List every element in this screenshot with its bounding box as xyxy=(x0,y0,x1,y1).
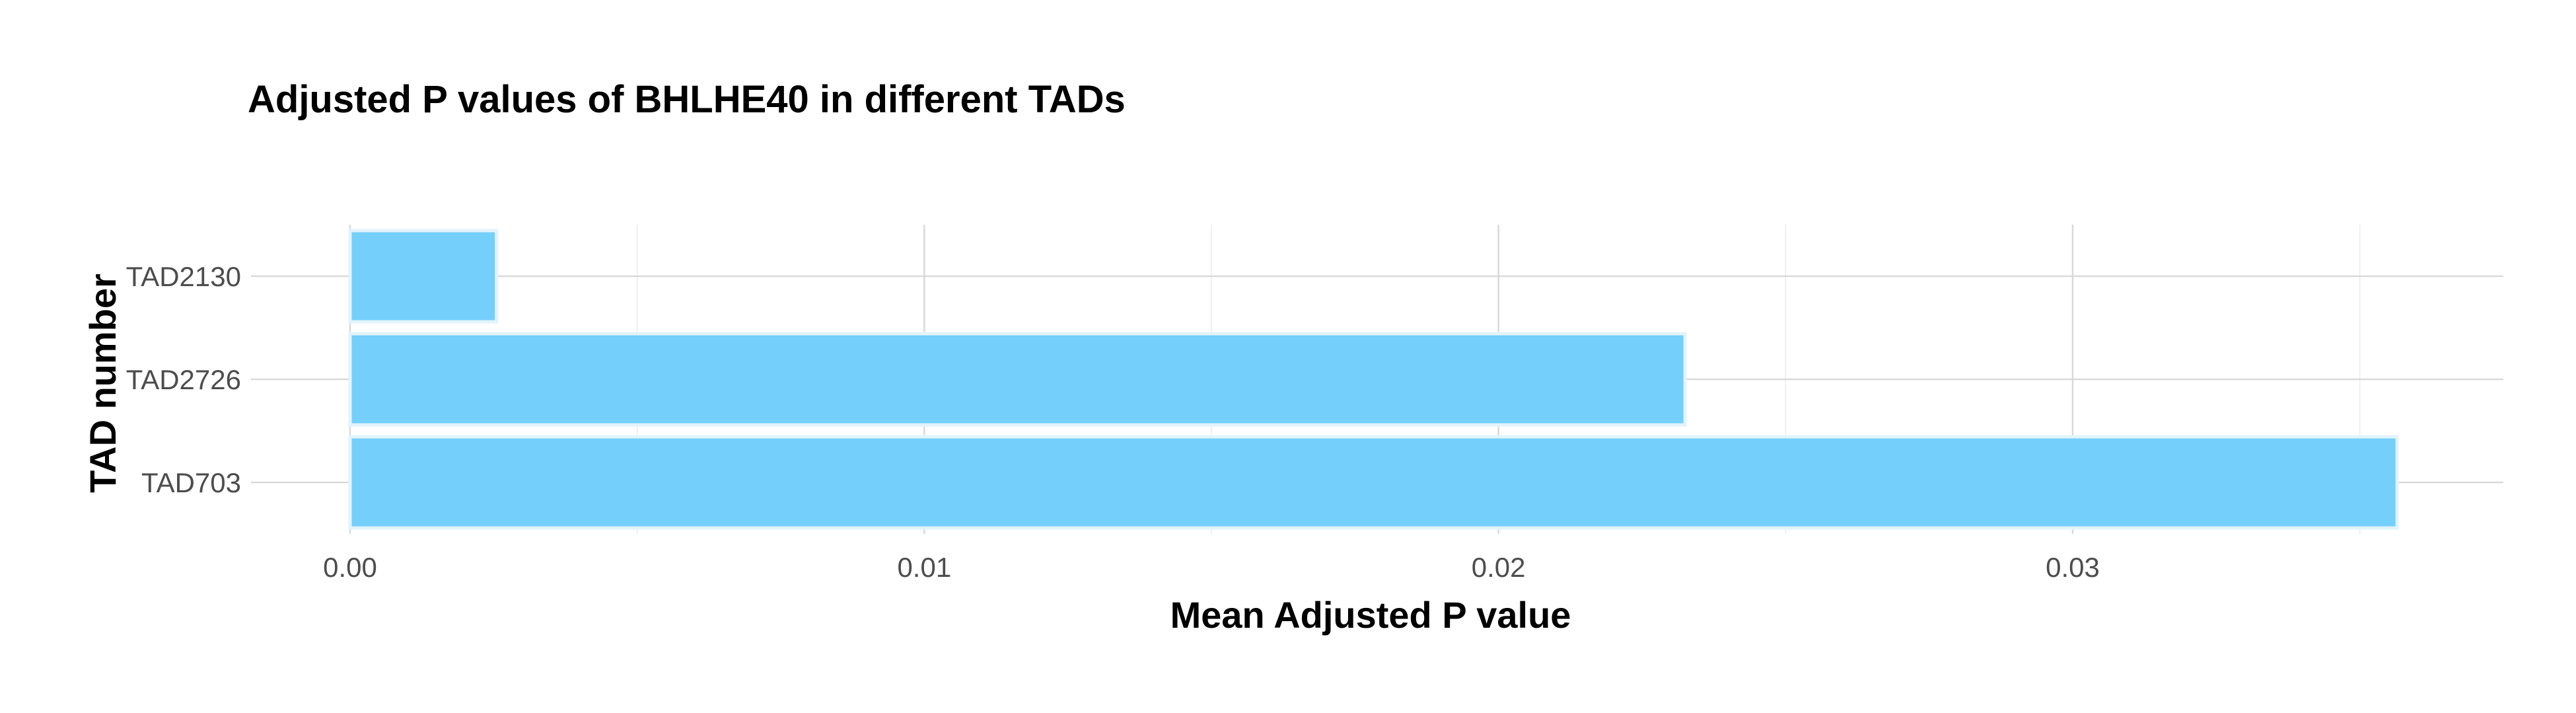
y-tick-label: TAD2726 xyxy=(126,364,241,395)
x-axis-title: Mean Adjusted P value xyxy=(1170,594,1571,636)
chart-title: Adjusted P values of BHLHE40 in differen… xyxy=(248,78,1126,121)
x-tick-label: 0.01 xyxy=(897,552,951,583)
bar-tad703 xyxy=(348,435,2399,530)
y-tick-labels: TAD2130 TAD2726 TAD703 xyxy=(126,261,241,498)
x-tick-label: 0.02 xyxy=(1472,552,1526,583)
x-tick-label: 0.03 xyxy=(2046,552,2100,583)
y-tick-label: TAD2130 xyxy=(126,261,241,292)
bar-tad2726 xyxy=(348,332,1687,427)
y-axis-title: TAD number xyxy=(82,274,124,493)
x-tick-label: 0.00 xyxy=(323,552,377,583)
bars xyxy=(348,229,2399,530)
x-tick-labels: 0.00 0.01 0.02 0.03 xyxy=(323,552,2100,583)
bar-tad2130 xyxy=(348,229,499,324)
y-tick-label: TAD703 xyxy=(141,467,241,498)
